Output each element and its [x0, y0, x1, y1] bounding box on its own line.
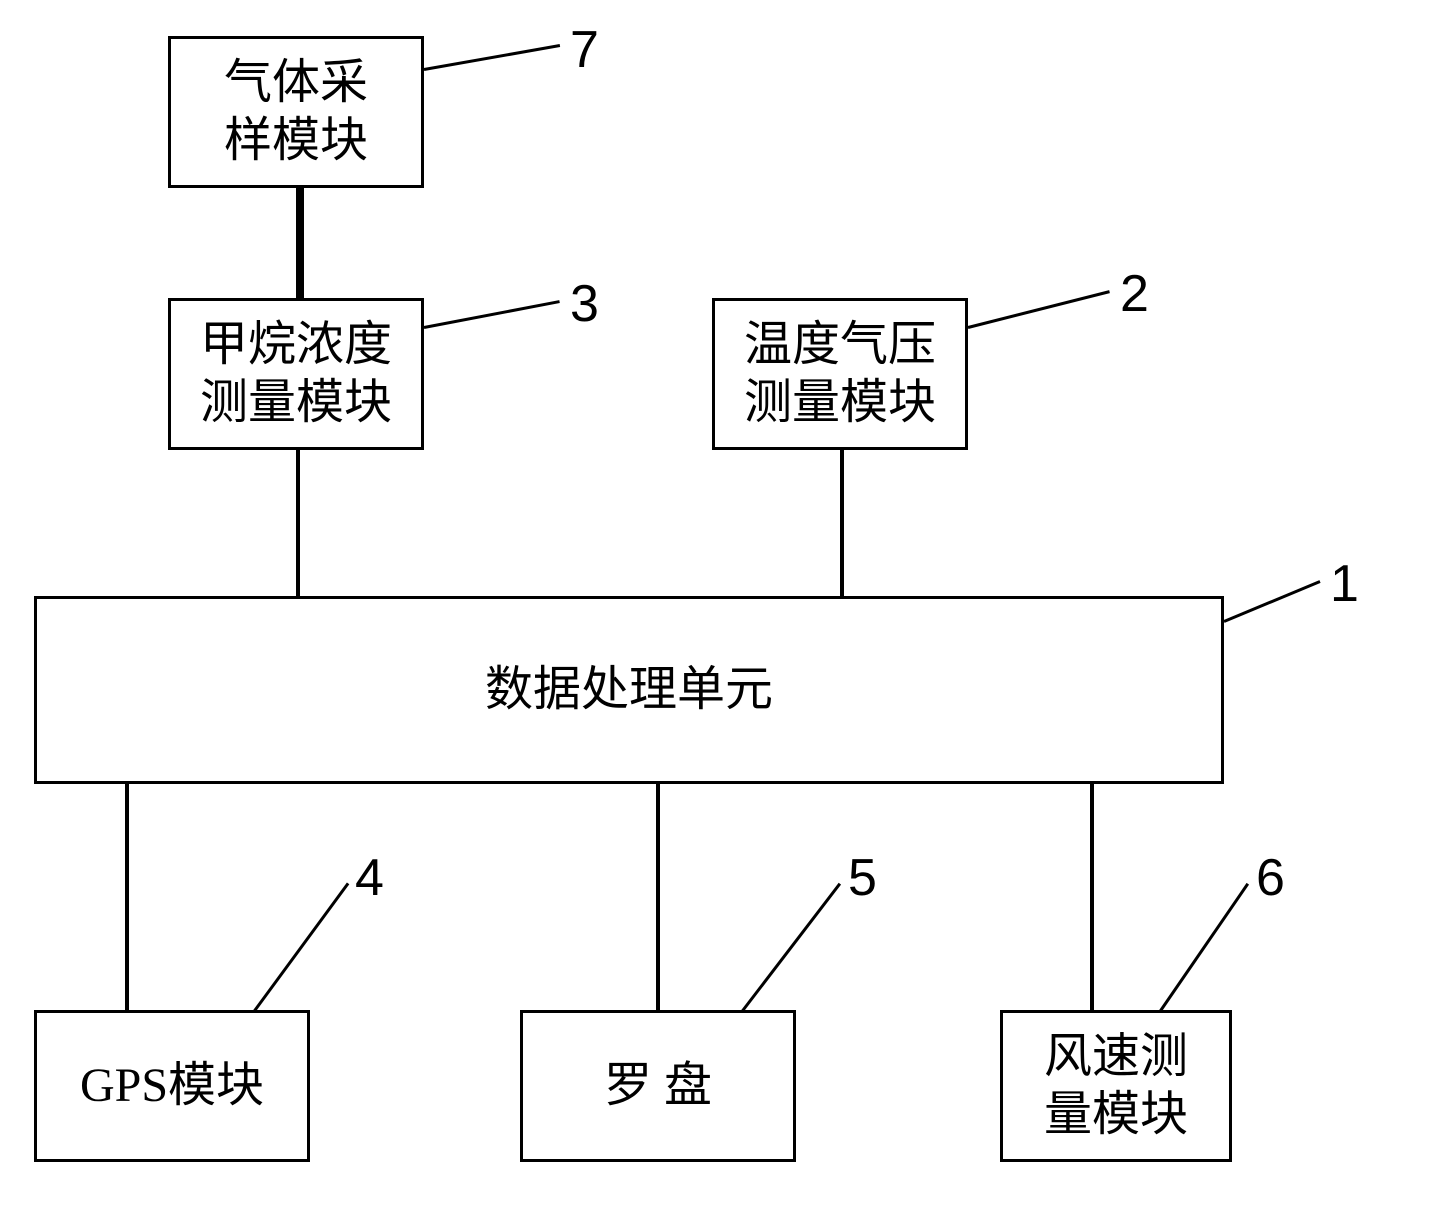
- leader-line: [424, 44, 561, 71]
- leader-line: [253, 883, 349, 1013]
- leader-line: [424, 300, 561, 329]
- node-label: 数据处理单元: [485, 661, 773, 719]
- leader-line: [741, 883, 841, 1013]
- node-n2: 温度气压 测量模块: [712, 298, 968, 450]
- leader-line: [968, 290, 1111, 329]
- leader-line: [1223, 580, 1320, 623]
- ref-label-4: 4: [355, 848, 384, 908]
- node-label: 甲烷浓度 测量模块: [200, 316, 392, 431]
- node-label: 罗 盘: [604, 1057, 712, 1115]
- node-label: 气体采 样模块: [224, 54, 368, 169]
- ref-label-5: 5: [848, 848, 877, 908]
- node-n4: GPS模块: [34, 1010, 310, 1162]
- edge: [656, 784, 660, 1010]
- edge: [296, 188, 304, 298]
- ref-label-1: 1: [1330, 554, 1359, 614]
- edge: [125, 784, 129, 1010]
- node-n5: 罗 盘: [520, 1010, 796, 1162]
- node-n6: 风速测 量模块: [1000, 1010, 1232, 1162]
- node-label: 风速测 量模块: [1044, 1028, 1188, 1143]
- leader-line: [1159, 883, 1249, 1013]
- edge: [296, 450, 300, 596]
- node-n7: 气体采 样模块: [168, 36, 424, 188]
- ref-label-2: 2: [1120, 264, 1149, 324]
- ref-label-7: 7: [570, 20, 599, 80]
- ref-label-6: 6: [1256, 848, 1285, 908]
- node-label: GPS模块: [80, 1057, 264, 1115]
- node-n1: 数据处理单元: [34, 596, 1224, 784]
- ref-label-3: 3: [570, 274, 599, 334]
- node-n3: 甲烷浓度 测量模块: [168, 298, 424, 450]
- edge: [1090, 784, 1094, 1010]
- edge: [840, 450, 844, 596]
- node-label: 温度气压 测量模块: [744, 316, 936, 431]
